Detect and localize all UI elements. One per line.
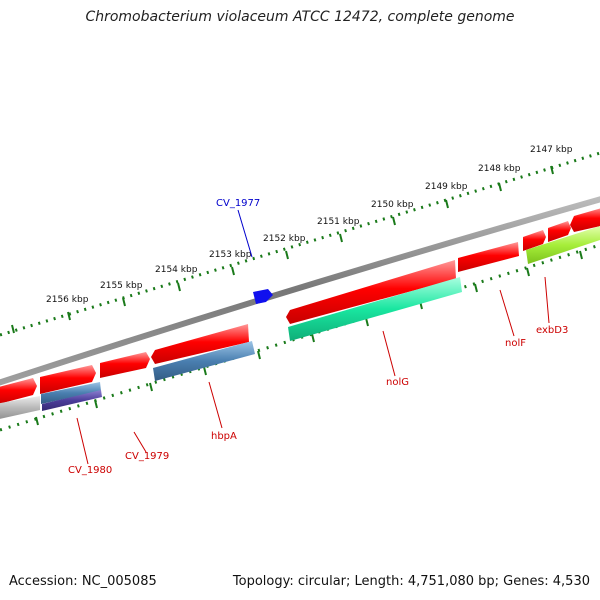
inner-tick xyxy=(365,317,369,327)
leader-exbD3 xyxy=(544,276,550,324)
kbp-label-2149: 2149 kbp xyxy=(425,182,468,192)
inner-tick xyxy=(474,283,478,293)
gene-nolG[interactable] xyxy=(288,277,462,341)
scale-ruler-outer xyxy=(0,151,600,337)
major-tick xyxy=(231,266,235,276)
gene-arrow[interactable] xyxy=(523,230,546,251)
genome-backbone xyxy=(0,196,600,386)
leader-nolF xyxy=(499,289,515,337)
kbp-label-2151: 2151 kbp xyxy=(317,217,360,227)
leader-nolG xyxy=(382,330,396,377)
major-tick xyxy=(177,282,181,292)
gene-arrow[interactable] xyxy=(0,378,37,405)
gene-cv1977[interactable] xyxy=(253,289,273,304)
map-title: Chromobacterium violaceum ATCC 12472, co… xyxy=(85,9,515,25)
major-tick xyxy=(445,199,449,209)
leader-cv1979 xyxy=(133,431,147,453)
reverse-genes xyxy=(0,226,600,420)
gene-arrow[interactable] xyxy=(286,260,456,324)
gene-arrow[interactable] xyxy=(458,242,519,272)
inner-tick xyxy=(149,382,153,392)
label-nolG[interactable]: nolG xyxy=(386,377,409,388)
kbp-label-2150: 2150 kbp xyxy=(371,200,414,210)
major-tick xyxy=(550,165,554,175)
major-tick xyxy=(11,324,15,334)
inner-tick xyxy=(257,350,261,360)
kbp-label-2154: 2154 kbp xyxy=(155,265,198,275)
label-nolF[interactable]: nolF xyxy=(505,338,526,349)
major-tick xyxy=(122,297,126,307)
major-tick xyxy=(285,250,289,260)
kbp-label-2147: 2147 kbp xyxy=(530,145,573,155)
leader-cv1980 xyxy=(76,417,89,465)
kbp-label-2152: 2152 kbp xyxy=(263,234,306,244)
inner-tick xyxy=(579,250,583,260)
gene-labels: CV_1977 CV_1979 CV_1980 hbpA nolG nolF e… xyxy=(68,198,568,476)
label-cv1980[interactable]: CV_1980 xyxy=(68,465,112,476)
gene-leader-lines xyxy=(76,209,550,465)
gene-cv1980[interactable] xyxy=(42,390,102,411)
topology-summary: Topology: circular; Length: 4,751,080 bp… xyxy=(232,574,590,589)
gene-exbD3[interactable] xyxy=(526,226,600,264)
scale-major-ticks xyxy=(11,165,554,334)
inner-tick xyxy=(35,416,39,426)
major-tick xyxy=(67,311,71,321)
label-exbD3[interactable]: exbD3 xyxy=(536,325,568,336)
kbp-label-2148: 2148 kbp xyxy=(478,164,521,174)
accession-text: Accession: NC_005085 xyxy=(9,574,157,589)
inner-ruler-ticks xyxy=(35,250,583,426)
scale-labels: 2147 kbp 2148 kbp 2149 kbp 2150 kbp 2151… xyxy=(46,145,573,305)
gene-hbpA[interactable] xyxy=(153,341,255,381)
inner-tick xyxy=(311,333,315,343)
label-cv1977[interactable]: CV_1977 xyxy=(216,198,260,209)
leader-hbpA xyxy=(208,381,223,429)
kbp-label-2156: 2156 kbp xyxy=(46,295,89,305)
leader-cv1977 xyxy=(237,209,253,258)
major-tick xyxy=(392,216,396,226)
gene-arrow[interactable] xyxy=(40,365,96,394)
major-tick xyxy=(339,233,343,243)
label-cv1979[interactable]: CV_1979 xyxy=(125,451,169,462)
forward-genes xyxy=(0,207,600,405)
gene-grey[interactable] xyxy=(0,396,40,420)
inner-tick xyxy=(94,399,98,409)
inner-tick xyxy=(203,366,207,376)
major-tick xyxy=(498,182,502,192)
gene-arrow[interactable] xyxy=(548,221,571,242)
kbp-label-2153: 2153 kbp xyxy=(209,250,252,260)
gene-arrow[interactable] xyxy=(151,324,249,364)
gene-arrow[interactable] xyxy=(100,352,150,378)
gene-arrow[interactable] xyxy=(570,207,600,232)
label-hbpA[interactable]: hbpA xyxy=(211,431,237,442)
gene-cv1979[interactable] xyxy=(41,382,101,404)
kbp-label-2155: 2155 kbp xyxy=(100,281,143,291)
inner-tick xyxy=(526,267,530,277)
